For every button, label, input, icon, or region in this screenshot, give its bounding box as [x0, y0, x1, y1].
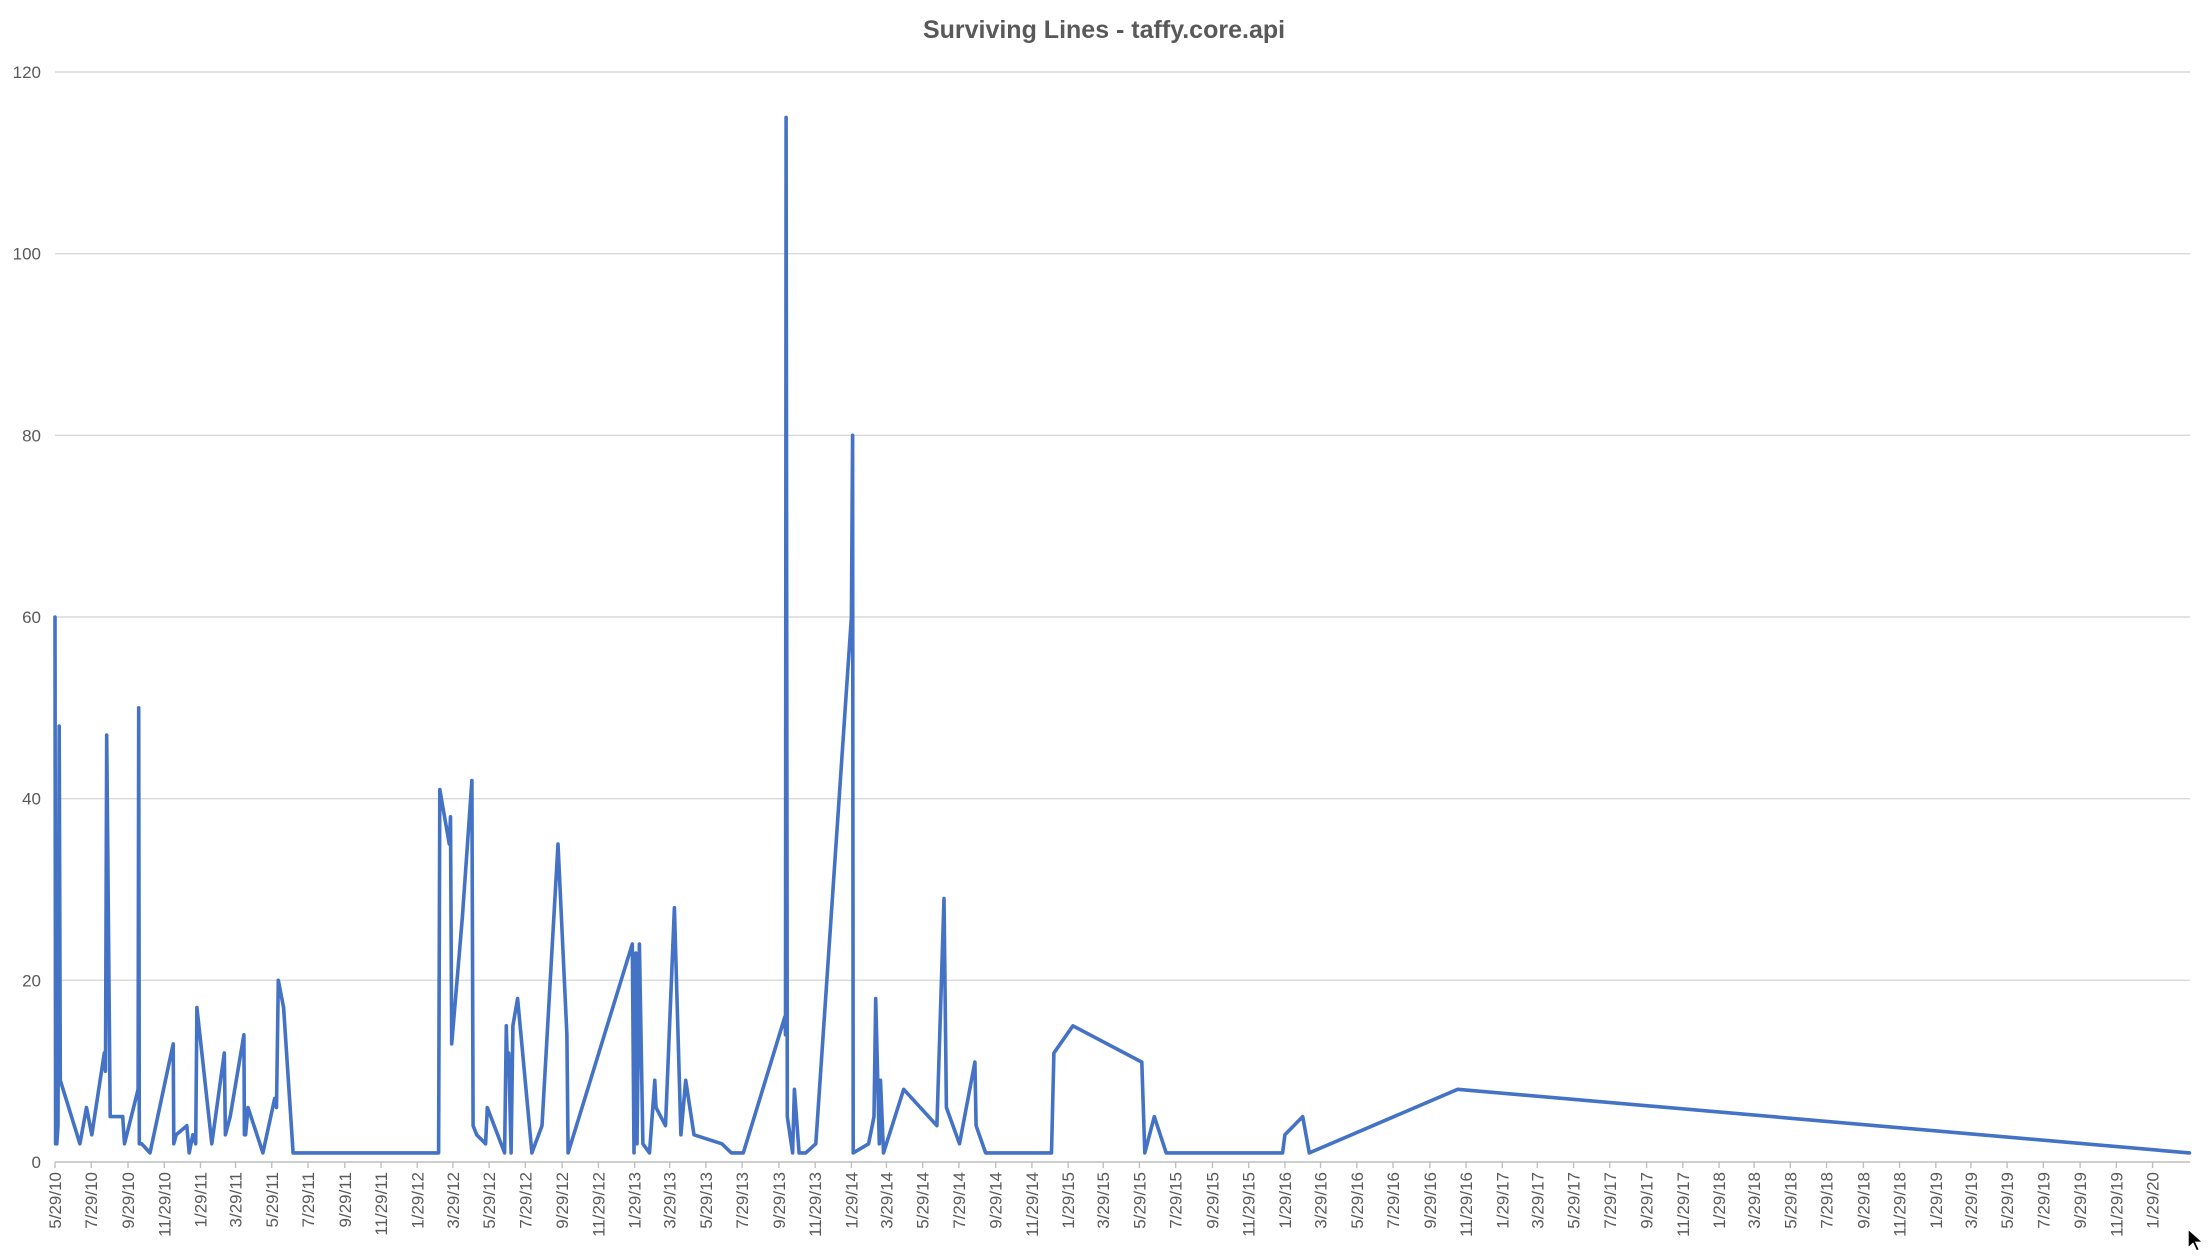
- x-tick-label: 1/29/13: [626, 1172, 645, 1229]
- x-tick-label: 7/29/10: [82, 1172, 101, 1229]
- x-tick-label: 3/29/11: [227, 1172, 246, 1227]
- x-tick-label: 3/29/12: [444, 1172, 463, 1229]
- y-tick-label: 60: [22, 608, 41, 627]
- series-layer: [55, 117, 2190, 1153]
- x-tick-label: 9/29/10: [119, 1172, 138, 1229]
- x-tick-label: 3/29/14: [877, 1172, 896, 1229]
- x-tick-label: 5/29/15: [1130, 1172, 1149, 1229]
- x-tick-label: 9/29/15: [1203, 1172, 1222, 1229]
- x-tick-label: 11/29/16: [1457, 1172, 1476, 1237]
- x-tick-label: 1/29/12: [408, 1172, 427, 1229]
- x-tick-label: 5/29/18: [1781, 1172, 1800, 1229]
- y-tick-label: 20: [22, 971, 41, 990]
- x-tick-label: 9/29/11: [336, 1172, 355, 1227]
- x-tick-label: 1/29/14: [842, 1172, 861, 1229]
- x-axis-ticks: 5/29/10 7/29/10 9/29/10 11/29/10 1/29/11 3/29…: [46, 1162, 2163, 1237]
- x-tick-label: 11/29/15: [1240, 1172, 1259, 1237]
- x-tick-label: 11/29/11: [372, 1172, 391, 1236]
- x-tick-label: 1/29/16: [1276, 1172, 1295, 1229]
- mouse-pointer-icon: [2186, 1228, 2208, 1252]
- x-tick-label: 9/29/18: [1854, 1172, 1873, 1229]
- x-tick-label: 11/29/10: [155, 1172, 174, 1237]
- x-tick-label: 7/29/14: [950, 1172, 969, 1229]
- gridlines: [55, 72, 2190, 980]
- x-tick-label: 11/29/17: [1674, 1172, 1693, 1237]
- x-tick-label: 5/29/14: [914, 1172, 933, 1229]
- x-tick-label: 7/29/12: [516, 1172, 535, 1229]
- x-tick-label: 7/29/18: [1818, 1172, 1837, 1229]
- x-tick-label: 7/29/19: [2034, 1172, 2053, 1229]
- x-tick-label: 5/29/12: [480, 1172, 499, 1229]
- x-tick-label: 3/29/16: [1312, 1172, 1331, 1229]
- x-tick-label: 11/29/12: [589, 1172, 608, 1237]
- y-tick-label: 80: [22, 426, 41, 445]
- x-tick-label: 3/29/17: [1528, 1172, 1547, 1229]
- x-tick-label: 5/29/13: [697, 1172, 716, 1229]
- x-tick-label: 5/29/19: [1998, 1172, 2017, 1229]
- x-tick-label: 1/29/18: [1710, 1172, 1729, 1229]
- x-tick-label: 7/29/15: [1167, 1172, 1186, 1229]
- x-tick-label: 3/29/18: [1745, 1172, 1764, 1229]
- x-tick-label: 11/29/18: [1891, 1172, 1910, 1237]
- series-line: [55, 117, 2189, 1153]
- y-tick-label: 100: [13, 245, 41, 264]
- x-tick-label: 1/29/20: [2144, 1172, 2163, 1229]
- y-axis-ticks: 0 20 40 60 80 100 120: [13, 63, 41, 1172]
- x-tick-label: 7/29/16: [1384, 1172, 1403, 1229]
- x-tick-label: 9/29/17: [1638, 1172, 1657, 1229]
- x-tick-label: 7/29/17: [1601, 1172, 1620, 1229]
- x-tick-label: 9/29/13: [770, 1172, 789, 1229]
- chart-title: Surviving Lines - taffy.core.api: [923, 16, 1285, 44]
- x-tick-label: 1/29/11: [192, 1172, 211, 1227]
- x-tick-label: 7/29/13: [733, 1172, 752, 1229]
- x-tick-label: 11/29/13: [806, 1172, 825, 1237]
- y-tick-label: 40: [22, 790, 41, 809]
- y-tick-label: 0: [32, 1153, 41, 1172]
- x-tick-label: 9/29/14: [987, 1172, 1006, 1229]
- x-tick-label: 9/29/12: [553, 1172, 572, 1229]
- x-tick-label: 1/29/19: [1927, 1172, 1946, 1229]
- y-tick-label: 120: [13, 63, 41, 82]
- x-tick-label: 5/29/16: [1348, 1172, 1367, 1229]
- x-tick-label: 5/29/11: [263, 1172, 282, 1227]
- x-tick-label: 1/29/15: [1059, 1172, 1078, 1229]
- x-tick-label: 3/29/19: [1962, 1172, 1981, 1229]
- x-tick-label: 11/29/19: [2107, 1172, 2126, 1237]
- x-tick-label: 3/29/15: [1094, 1172, 1113, 1229]
- x-tick-label: 5/29/10: [46, 1172, 65, 1229]
- x-tick-label: 3/29/13: [661, 1172, 680, 1229]
- x-tick-label: 5/29/17: [1565, 1172, 1584, 1229]
- x-tick-label: 1/29/17: [1493, 1172, 1512, 1229]
- x-tick-label: 11/29/14: [1023, 1172, 1042, 1237]
- x-tick-label: 9/29/16: [1421, 1172, 1440, 1229]
- x-tick-label: 7/29/11: [299, 1172, 318, 1227]
- x-tick-label: 9/29/19: [2071, 1172, 2090, 1229]
